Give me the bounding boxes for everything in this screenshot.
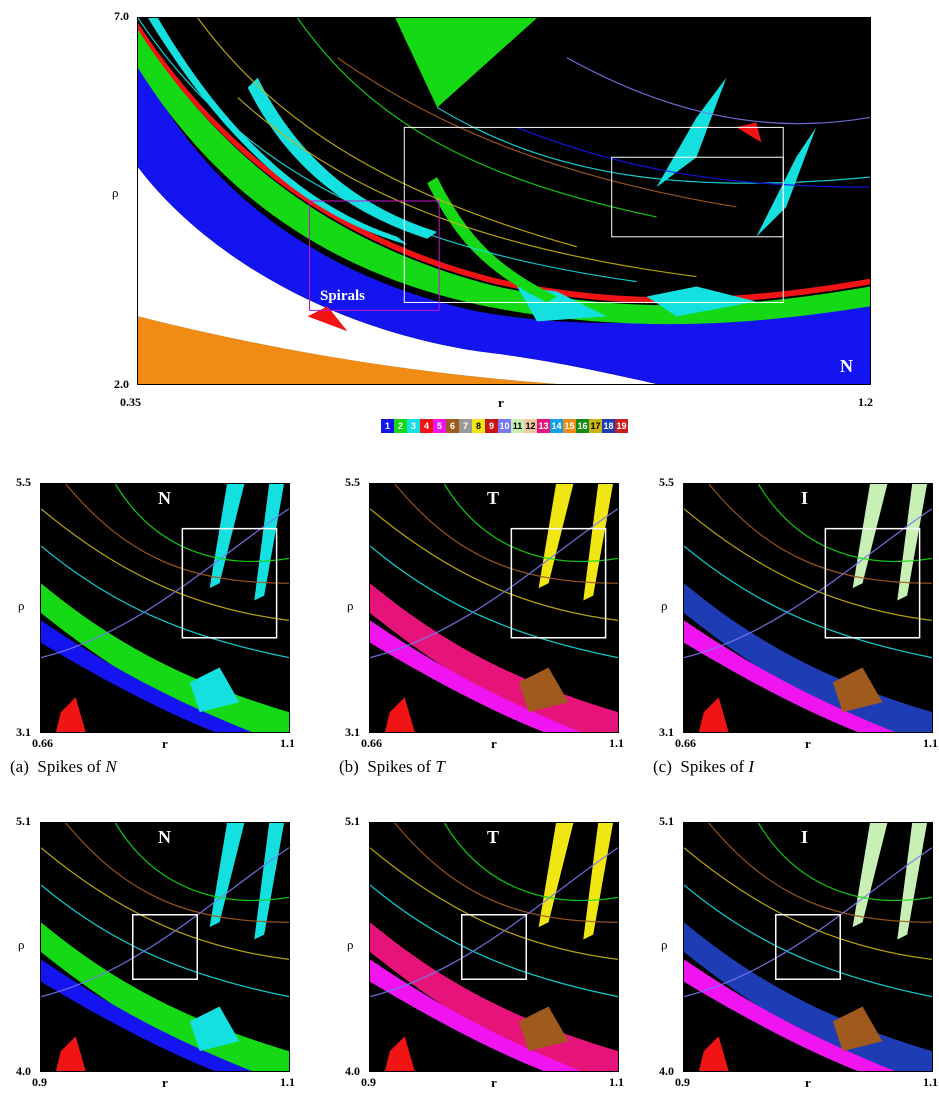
row1-0-y-top-tick: 5.5 (16, 475, 31, 489)
legend-cell-4: 4 (420, 419, 433, 433)
row1-1-caption: (b) Spikes of T (339, 757, 445, 777)
legend-cell-10: 10 (498, 419, 511, 433)
row2-0-x-right-tick: 1.1 (280, 1075, 295, 1089)
legend-cell-14: 14 (550, 419, 563, 433)
row2-1-y-axis-label: ρ (347, 937, 354, 952)
row2-2-y-axis-label: ρ (661, 937, 668, 952)
row1-2-caption: (c) Spikes of I (653, 757, 754, 777)
row1-0-caption-variable: N (105, 757, 117, 776)
main-x-right-tick: 1.2 (858, 395, 873, 409)
main-y-bottom-tick: 2.0 (114, 377, 129, 391)
row2-2-x-right-tick: 1.1 (923, 1075, 938, 1089)
main-fractal-image (138, 18, 870, 384)
legend-cell-8: 8 (472, 419, 485, 433)
row2-1-y-bottom-tick: 4.0 (345, 1064, 360, 1078)
legend-cell-13: 13 (537, 419, 550, 433)
row1-0-x-left-tick: 0.66 (32, 736, 53, 750)
row2-0-x-left-tick: 0.9 (32, 1075, 47, 1089)
legend-cell-18: 18 (602, 419, 615, 433)
row1-2-y-bottom-tick: 3.1 (659, 725, 674, 739)
main-x-axis-label: r (498, 395, 504, 410)
color-legend: 1 2 3 4 5 6 7 8 9 10 11 12 13 14 15 16 17 18 19 (381, 419, 628, 433)
row1-0-fractal-panel: N (40, 483, 290, 733)
legend-cell-15: 15 (563, 419, 576, 433)
legend-cell-6: 6 (446, 419, 459, 433)
row2-2-corner-label: I (801, 827, 809, 847)
row2-0-y-top-tick: 5.1 (16, 814, 31, 828)
row1-2-x-right-tick: 1.1 (923, 736, 938, 750)
row1-1-x-left-tick: 0.66 (361, 736, 382, 750)
row2-1-y-top-tick: 5.1 (345, 814, 360, 828)
row1-1-x-right-tick: 1.1 (609, 736, 624, 750)
row1-1-y-top-tick: 5.5 (345, 475, 360, 489)
row2-2-fractal-image (684, 823, 932, 1071)
row1-2-caption-text: (c) Spikes of (653, 757, 749, 776)
row1-2-fractal-panel: I (683, 483, 933, 733)
row1-2-y-axis-label: ρ (661, 598, 668, 613)
row2-0-corner-label: N (158, 827, 171, 847)
row1-1-x-axis-label: r (491, 736, 497, 751)
row1-0-caption: (a) Spikes of N (10, 757, 117, 777)
row2-1-corner-label: T (487, 827, 500, 847)
legend-cell-16: 16 (576, 419, 589, 433)
spirals-box-label: Spirals (320, 288, 366, 304)
main-x-left-tick: 0.35 (120, 395, 141, 409)
row1-0-x-axis-label: r (162, 736, 168, 751)
legend-cell-9: 9 (485, 419, 498, 433)
row1-2-corner-label: I (801, 488, 809, 508)
row1-0-corner-label: N (158, 488, 171, 508)
row1-2-x-axis-label: r (805, 736, 811, 751)
main-y-top-tick: 7.0 (114, 9, 129, 23)
row1-0-x-right-tick: 1.1 (280, 736, 295, 750)
row2-2-x-left-tick: 0.9 (675, 1075, 690, 1089)
legend-cell-11: 11 (511, 419, 524, 433)
row1-1-y-bottom-tick: 3.1 (345, 725, 360, 739)
row2-0-fractal-image (41, 823, 289, 1071)
legend-cell-17: 17 (589, 419, 602, 433)
row1-0-fractal-image (41, 484, 289, 732)
row2-1-x-right-tick: 1.1 (609, 1075, 624, 1089)
legend-cell-5: 5 (433, 419, 446, 433)
row1-0-y-bottom-tick: 3.1 (16, 725, 31, 739)
row1-0-y-axis-label: ρ (18, 598, 25, 613)
row2-1-fractal-image (370, 823, 618, 1071)
legend-cell-3: 3 (407, 419, 420, 433)
legend-cell-2: 2 (394, 419, 407, 433)
row1-2-fractal-image (684, 484, 932, 732)
row1-2-y-top-tick: 5.5 (659, 475, 674, 489)
row1-0-caption-text: (a) Spikes of (10, 757, 106, 776)
row2-2-y-bottom-tick: 4.0 (659, 1064, 674, 1078)
legend-cell-1: 1 (381, 419, 394, 433)
row2-0-y-bottom-tick: 4.0 (16, 1064, 31, 1078)
row1-1-fractal-image (370, 484, 618, 732)
row1-2-caption-variable: I (748, 757, 755, 776)
row2-0-y-axis-label: ρ (18, 937, 25, 952)
row2-1-x-left-tick: 0.9 (361, 1075, 376, 1089)
row1-1-y-axis-label: ρ (347, 598, 354, 613)
row1-2-x-left-tick: 0.66 (675, 736, 696, 750)
legend-cell-19: 19 (615, 419, 628, 433)
row2-2-x-axis-label: r (805, 1075, 811, 1090)
row2-1-fractal-panel: T (369, 822, 619, 1072)
row1-1-corner-label: T (487, 488, 500, 508)
row2-0-x-axis-label: r (162, 1075, 168, 1090)
row1-1-caption-variable: T (435, 757, 445, 776)
row1-1-fractal-panel: T (369, 483, 619, 733)
main-y-axis-label: ρ (112, 185, 119, 200)
row1-1-caption-text: (b) Spikes of (339, 757, 436, 776)
row2-1-x-axis-label: r (491, 1075, 497, 1090)
row2-2-fractal-panel: I (683, 822, 933, 1072)
row2-2-y-top-tick: 5.1 (659, 814, 674, 828)
legend-cell-7: 7 (459, 419, 472, 433)
main-corner-label: N (840, 356, 853, 376)
main-bifurcation-panel: Spirals N (137, 17, 871, 385)
row2-0-fractal-panel: N (40, 822, 290, 1072)
legend-cell-12: 12 (524, 419, 537, 433)
